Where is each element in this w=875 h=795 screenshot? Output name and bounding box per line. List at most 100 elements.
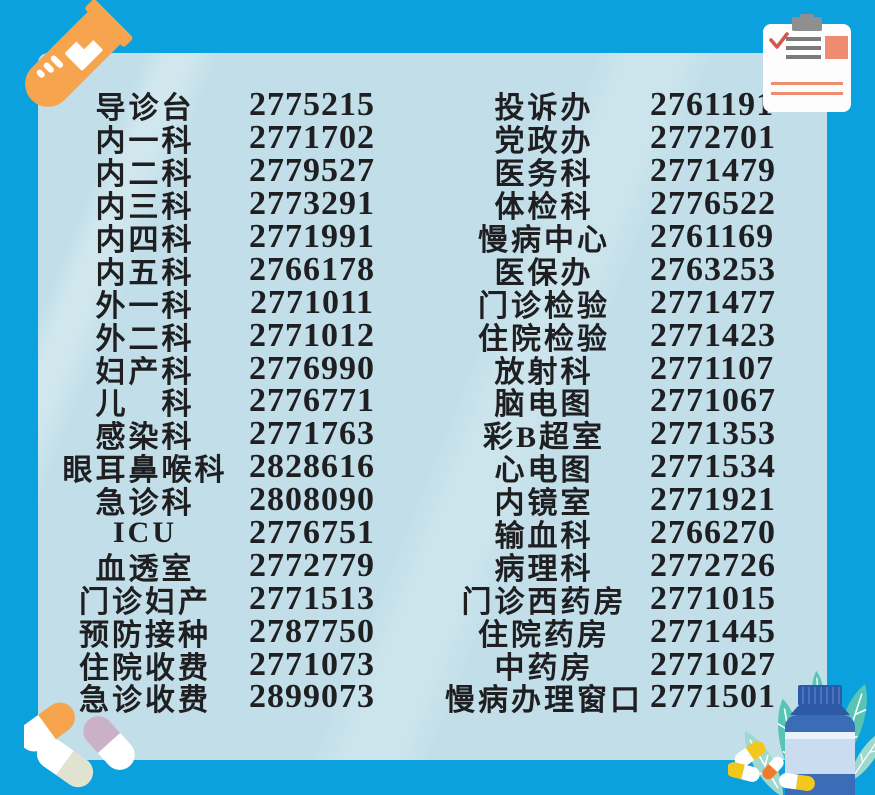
table-row: 住院检验 2771423 xyxy=(438,317,775,356)
table-row: 病理科 2772726 xyxy=(438,547,776,586)
phone-number: 2776990 xyxy=(249,349,375,387)
department-name: 内三科 xyxy=(95,191,195,225)
department-name: 内镜室 xyxy=(494,487,594,521)
table-row: 外二科 2771012 xyxy=(42,316,376,356)
phone-number: 2779527 xyxy=(249,152,375,190)
department-name: 慢病中心 xyxy=(478,224,610,258)
department-name: 输血科 xyxy=(494,520,594,554)
department-name: 内一科 xyxy=(95,125,195,159)
department-name: 慢病办理窗口 xyxy=(445,684,643,718)
department-name: 妇产科 xyxy=(95,355,195,389)
department-name: 急诊收费 xyxy=(79,684,211,718)
table-row: 党政办 2772701 xyxy=(438,119,776,158)
phone-number: 2771012 xyxy=(249,316,375,354)
table-row: 放射科 2771107 xyxy=(438,349,775,389)
table-row: 血透室 2772779 xyxy=(42,546,376,586)
table-row: 慢病办理窗口 2771501 xyxy=(438,678,776,717)
phone-number: 2761169 xyxy=(650,218,775,256)
department-name: 投诉办 xyxy=(494,92,594,126)
table-row: 输血科 2766270 xyxy=(438,514,776,553)
phone-number: 2771073 xyxy=(249,645,375,683)
department-name: 医务科 xyxy=(494,158,594,192)
phone-number: 2771027 xyxy=(650,645,776,683)
department-name: 外二科 xyxy=(95,322,195,356)
department-name: 病理科 xyxy=(494,552,594,586)
table-row: 住院药房 2771445 xyxy=(438,612,776,652)
department-name: 住院药房 xyxy=(478,618,610,652)
table-row: 内二科 2779527 xyxy=(42,152,376,191)
phone-number: 2771763 xyxy=(249,415,375,453)
department-name: 中药房 xyxy=(494,651,594,685)
phone-number: 2766270 xyxy=(650,514,776,552)
table-row: 感染科 2771763 xyxy=(42,415,376,454)
phone-number: 2771702 xyxy=(249,119,375,157)
directory-panel xyxy=(38,53,827,760)
phone-number: 2771921 xyxy=(650,481,776,519)
table-row: 医务科 2771479 xyxy=(438,152,776,191)
table-row: 住院收费 2771073 xyxy=(42,645,376,685)
table-row: 急诊科 2808090 xyxy=(42,481,376,520)
table-row: 内一科 2771702 xyxy=(42,119,376,158)
phone-number: 2771015 xyxy=(650,579,776,617)
department-name: 党政办 xyxy=(494,125,594,159)
department-name: 儿 科 xyxy=(95,388,195,422)
phone-number: 2773291 xyxy=(249,185,375,223)
phone-number: 2899073 xyxy=(249,678,375,716)
phone-number: 2771479 xyxy=(650,152,776,190)
phone-number: 2828616 xyxy=(249,448,375,486)
table-row: 外一科 2771011 xyxy=(42,284,376,323)
phone-number: 2771107 xyxy=(650,349,775,387)
directory-left-column: 导诊台 2775215 内一科 2771702 内二科 2779527 内三科 … xyxy=(42,86,376,717)
phone-number: 2771353 xyxy=(650,415,776,453)
department-name: 门诊妇产 xyxy=(79,585,211,619)
table-row: 体检科 2776522 xyxy=(438,185,776,224)
department-name: 血透室 xyxy=(95,552,195,586)
phone-number: 2771477 xyxy=(650,283,776,321)
table-row: 中药房 2771027 xyxy=(438,645,776,685)
phone-number: 2766178 xyxy=(249,250,375,288)
table-row: 妇产科 2776990 xyxy=(42,349,376,389)
department-name: 住院检验 xyxy=(478,322,610,356)
phone-number: 2776771 xyxy=(249,382,375,420)
table-row: 内镜室 2771921 xyxy=(438,481,776,520)
department-name: 脑电图 xyxy=(494,388,594,422)
phone-number: 2771445 xyxy=(650,612,776,650)
phone-number: 2808090 xyxy=(249,481,375,519)
table-row: 预防接种 2787750 xyxy=(42,613,376,652)
department-name: 体检科 xyxy=(494,191,594,225)
phone-number: 2775215 xyxy=(249,86,375,124)
phone-number: 2776522 xyxy=(650,185,776,223)
table-row: 急诊收费 2899073 xyxy=(42,678,376,717)
table-row: 彩B超室 2771353 xyxy=(438,415,776,454)
table-row: ICU 2776751 xyxy=(42,514,376,552)
table-row: 心电图 2771534 xyxy=(438,448,776,487)
department-name: 内五科 xyxy=(95,256,195,290)
department-name: ICU xyxy=(112,516,177,550)
phone-number: 2771501 xyxy=(650,678,776,716)
table-row: 眼耳鼻喉科 2828616 xyxy=(42,448,376,487)
table-row: 投诉办 2761191 xyxy=(438,86,774,125)
phone-number: 2763253 xyxy=(650,250,776,288)
department-name: 急诊科 xyxy=(95,487,195,521)
phone-number: 2772701 xyxy=(650,119,776,157)
department-name: 住院收费 xyxy=(79,651,211,685)
department-name: 内二科 xyxy=(95,158,195,192)
directory-right-column: 投诉办 2761191 党政办 2772701 医务科 2771479 体检科 … xyxy=(438,86,776,717)
table-row: 脑电图 2771067 xyxy=(438,382,776,421)
department-name: 门诊检验 xyxy=(478,289,610,323)
department-name: 彩B超室 xyxy=(482,421,605,455)
department-name: 门诊西药房 xyxy=(461,585,627,619)
table-row: 儿 科 2776771 xyxy=(42,382,376,421)
phone-number: 2771067 xyxy=(650,382,776,420)
department-name: 医保办 xyxy=(494,256,594,290)
phone-number: 2771534 xyxy=(650,448,776,486)
department-name: 预防接种 xyxy=(79,618,211,652)
table-row: 内三科 2773291 xyxy=(42,185,376,224)
table-row: 内五科 2766178 xyxy=(42,250,376,290)
directory: 导诊台 2775215 内一科 2771702 内二科 2779527 内三科 … xyxy=(42,86,776,717)
phone-number: 2771513 xyxy=(249,579,375,617)
phone-number: 2772779 xyxy=(249,546,375,584)
phone-number: 2776751 xyxy=(249,514,375,552)
table-row: 门诊检验 2771477 xyxy=(438,283,776,323)
table-row: 门诊西药房 2771015 xyxy=(438,579,776,619)
